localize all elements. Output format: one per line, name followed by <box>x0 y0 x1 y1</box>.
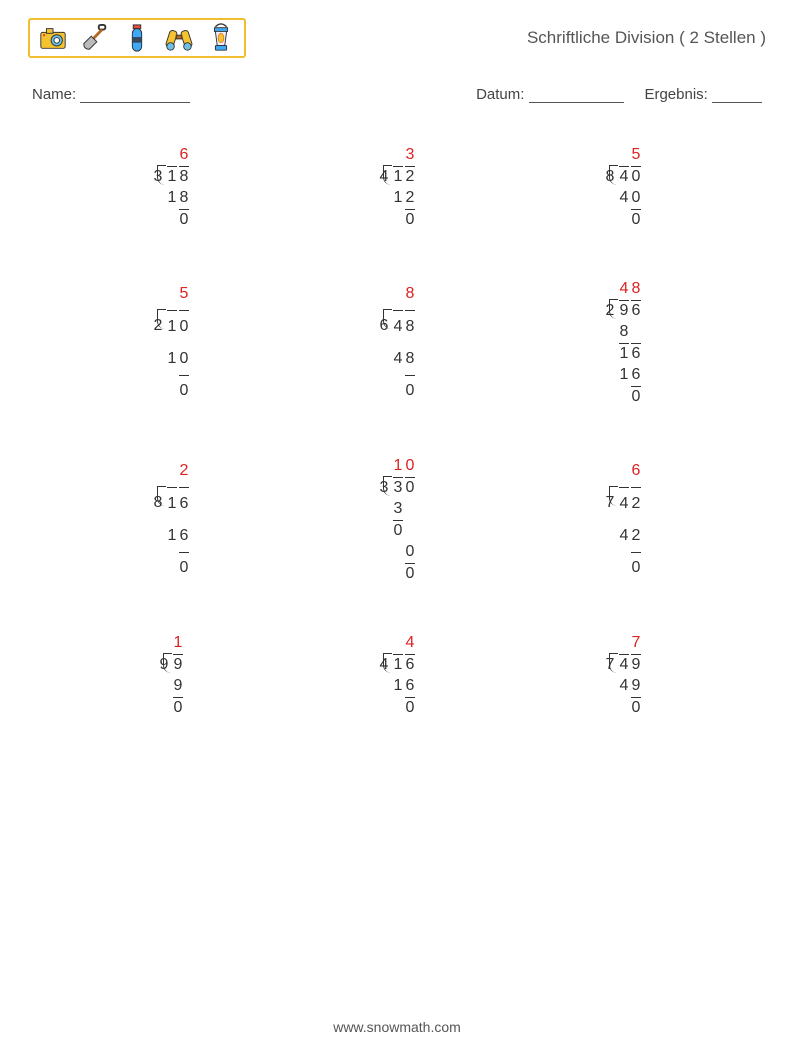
divisor: 6 <box>379 310 391 341</box>
page-title: Schriftliche Division ( 2 Stellen ) <box>527 28 766 48</box>
grid-cell: 6742420 <box>510 454 736 585</box>
grid-cell: 4416160 <box>284 631 510 719</box>
division-problem: 6742420 <box>603 454 643 585</box>
grid-cell: 19990 <box>58 631 284 719</box>
footer-url: www.snowmath.com <box>0 1019 794 1035</box>
divisor: 7 <box>605 487 617 518</box>
grid-cell: 8648480 <box>284 277 510 408</box>
header: Schriftliche Division ( 2 Stellen ) <box>28 18 766 58</box>
lantern-icon <box>206 23 236 53</box>
grid-cell: 7749490 <box>510 631 736 719</box>
name-field: Name: <box>32 86 190 103</box>
divisor: 3 <box>153 166 165 186</box>
name-label: Name: <box>32 86 76 103</box>
divisor: 7 <box>605 654 617 674</box>
result-label: Ergebnis: <box>644 86 707 103</box>
result-field: Ergebnis: <box>644 86 762 103</box>
division-problem: 48296816160 <box>603 277 643 408</box>
grid-cell: 5840400 <box>510 143 736 231</box>
division-problem: 7749490 <box>603 631 643 719</box>
date-label: Datum: <box>476 86 524 103</box>
info-row: Name: Datum: Ergebnis: <box>28 86 766 103</box>
divisor: 4 <box>379 654 391 674</box>
bottle-icon <box>122 23 152 53</box>
grid-cell: 3412120 <box>284 143 510 231</box>
division-problem: 4416160 <box>377 631 417 719</box>
icon-strip <box>28 18 246 58</box>
divisor: 9 <box>159 654 171 674</box>
grid-cell: 2816160 <box>58 454 284 585</box>
camera-icon <box>38 23 68 53</box>
grid-cell: 5210100 <box>58 277 284 408</box>
division-problem: 6318180 <box>151 143 191 231</box>
binoculars-icon <box>164 23 194 53</box>
division-problem: 8648480 <box>377 277 417 408</box>
grid-cell: 103303000 <box>284 454 510 585</box>
shovel-icon <box>80 23 110 53</box>
divisor: 2 <box>153 310 165 341</box>
division-problem: 2816160 <box>151 454 191 585</box>
division-problem: 5840400 <box>603 143 643 231</box>
grid-cell: 48296816160 <box>510 277 736 408</box>
problem-grid: 6318180341212058404005210100864848048296… <box>28 143 766 719</box>
divisor: 4 <box>379 166 391 186</box>
divisor: 8 <box>605 166 617 186</box>
division-problem: 3412120 <box>377 143 417 231</box>
division-problem: 19990 <box>157 631 185 719</box>
date-field: Datum: <box>476 86 624 103</box>
division-problem: 5210100 <box>151 277 191 408</box>
division-problem: 103303000 <box>377 454 417 585</box>
grid-cell: 6318180 <box>58 143 284 231</box>
divisor: 8 <box>153 487 165 518</box>
